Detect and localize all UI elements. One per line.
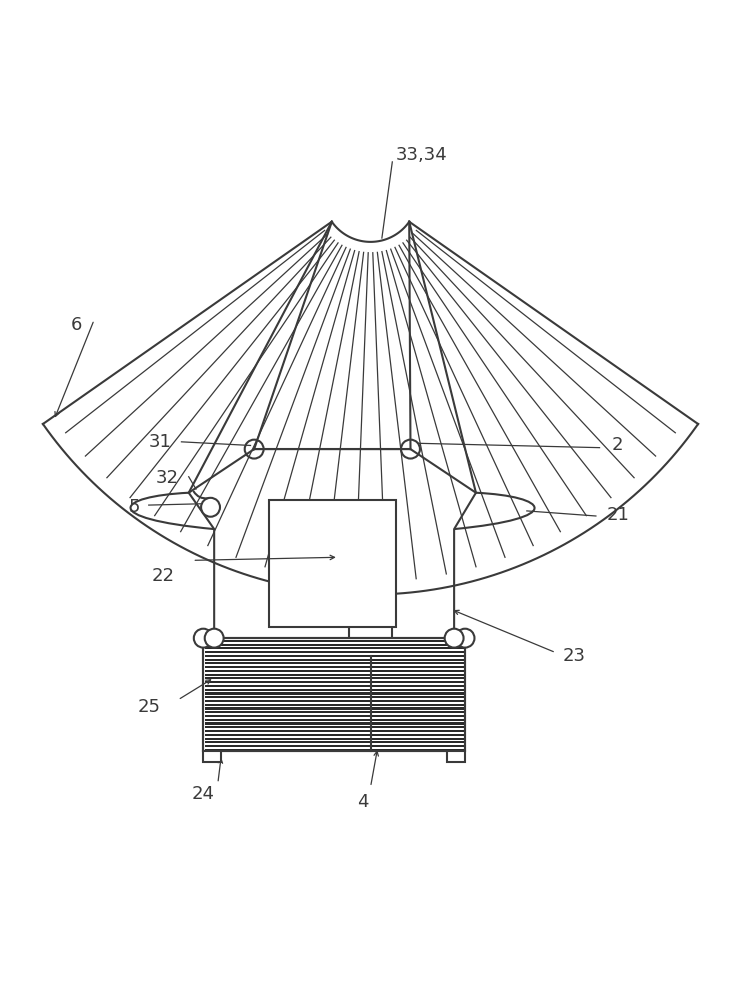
Text: 33,34: 33,34 [396,146,448,164]
Bar [205,738,464,740]
Text: 4: 4 [357,793,369,811]
Bar [205,644,464,646]
Bar [205,689,464,691]
Bar [205,711,464,713]
Text: 25: 25 [137,698,160,716]
Bar [205,730,464,732]
Bar [205,659,464,661]
Bar [205,715,464,717]
Bar [205,655,464,657]
Bar [205,745,464,747]
Circle shape [445,629,464,648]
Text: 2: 2 [612,436,623,454]
Circle shape [456,629,474,648]
Bar [205,726,464,728]
Bar [205,734,464,736]
Bar [203,638,465,751]
Bar [205,707,464,710]
Text: 24: 24 [192,785,215,803]
Bar [205,685,464,687]
Bar [205,666,464,668]
Bar [205,692,464,695]
Text: 5: 5 [128,498,140,516]
Text: 23: 23 [562,647,585,665]
Circle shape [205,629,224,648]
Bar [205,741,464,743]
Bar [203,751,222,762]
Bar [205,670,464,672]
Circle shape [194,629,213,648]
Bar [205,700,464,702]
Bar [205,651,464,653]
Bar [205,704,464,706]
Text: 22: 22 [152,567,175,585]
Bar [205,662,464,664]
Text: 31: 31 [148,433,171,451]
Bar [205,677,464,679]
Bar [205,749,464,751]
Bar [205,640,464,642]
Bar [205,674,464,676]
Circle shape [201,498,220,517]
Bar [203,638,465,751]
Bar [205,696,464,698]
Text: 6: 6 [70,316,82,334]
Bar [447,751,465,762]
Bar [205,681,464,683]
Text: 32: 32 [156,469,179,487]
Text: 21: 21 [606,506,629,524]
Bar [269,500,396,627]
Bar [205,722,464,725]
Bar [205,647,464,649]
Bar [205,719,464,721]
